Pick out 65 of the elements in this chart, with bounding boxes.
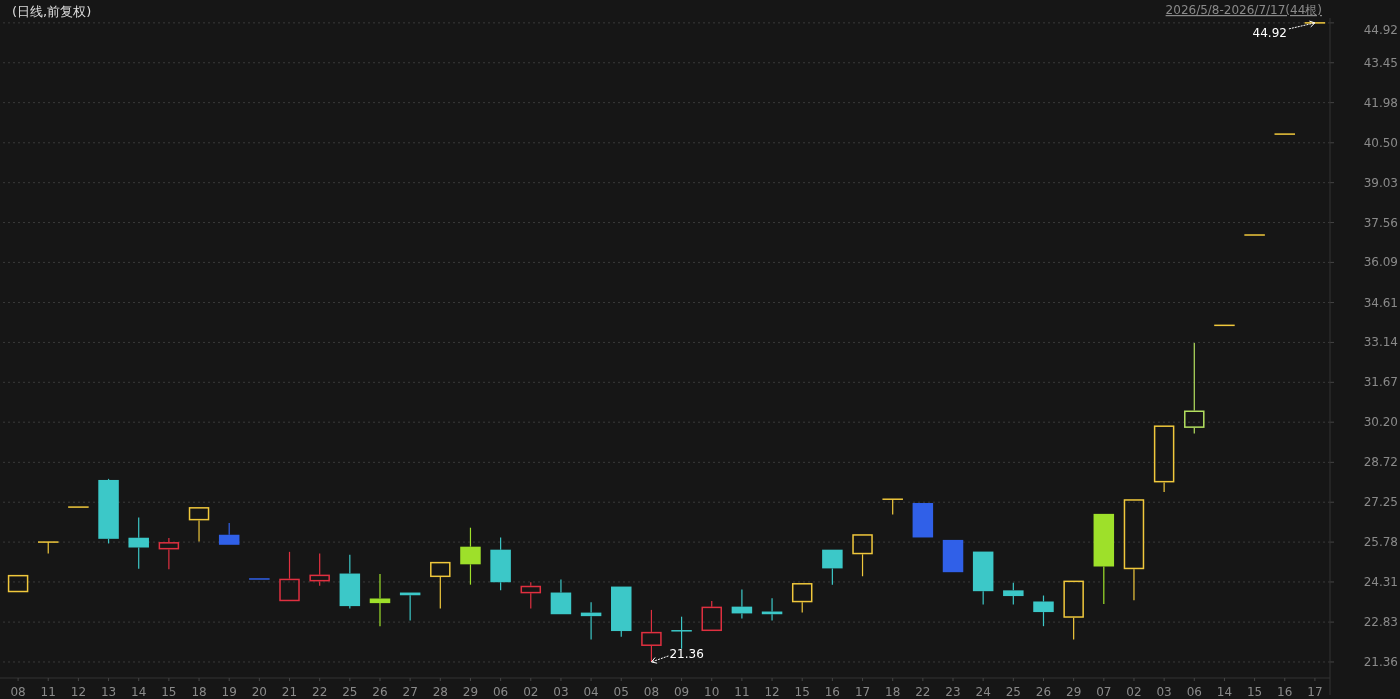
x-tick-label: 25 bbox=[342, 685, 358, 699]
x-tick-label: 17 bbox=[854, 685, 871, 699]
x-tick-label: 15 bbox=[161, 685, 177, 699]
y-tick-label: 41.98 bbox=[1363, 95, 1398, 110]
x-tick-label: 05 bbox=[613, 685, 629, 699]
x-tick-label: 26 bbox=[1035, 685, 1052, 699]
x-tick-label: 08 bbox=[643, 685, 660, 699]
x-tick-label: 16 bbox=[1277, 685, 1293, 699]
x-tick-label: 06 bbox=[492, 685, 509, 699]
x-tick-label: 15 bbox=[794, 685, 810, 699]
x-tick-label: 02 bbox=[1126, 685, 1142, 699]
x-tick-label: 11 bbox=[734, 685, 750, 699]
x-tick-label: 18 bbox=[885, 685, 901, 699]
y-tick-label: 33.14 bbox=[1363, 335, 1398, 350]
x-tick-label: 22 bbox=[312, 685, 328, 699]
y-tick-label: 39.03 bbox=[1363, 175, 1398, 190]
x-tick-label: 09 bbox=[673, 685, 690, 699]
y-tick-label: 30.20 bbox=[1363, 415, 1398, 430]
y-tick-label: 28.72 bbox=[1363, 455, 1398, 470]
y-tick-label: 37.56 bbox=[1363, 215, 1398, 230]
y-tick-label: 36.09 bbox=[1363, 255, 1398, 270]
x-tick-label: 15 bbox=[1246, 685, 1263, 699]
y-tick-label: 25.78 bbox=[1363, 535, 1398, 550]
y-tick-label: 22.83 bbox=[1363, 615, 1398, 630]
x-tick-label: 24 bbox=[975, 685, 991, 699]
x-tick-label: 16 bbox=[824, 685, 841, 699]
x-tick-label: 04 bbox=[583, 685, 599, 699]
y-tick-label: 40.50 bbox=[1363, 135, 1398, 150]
x-tick-label: 21 bbox=[281, 685, 298, 699]
y-tick-label: 34.61 bbox=[1363, 295, 1398, 310]
x-tick-label: 03 bbox=[553, 685, 569, 699]
x-tick-label: 13 bbox=[100, 685, 117, 699]
x-tick-label: 02 bbox=[523, 685, 539, 699]
x-tick-label: 10 bbox=[704, 685, 720, 699]
y-tick-label: 21.36 bbox=[1363, 654, 1398, 669]
chart-title: (日线,前复权) bbox=[12, 4, 92, 19]
x-tick-label: 23 bbox=[945, 685, 961, 699]
annotation: 44.92 bbox=[1252, 25, 1287, 40]
x-tick-label: 22 bbox=[915, 685, 931, 699]
x-tick-label: 27 bbox=[402, 685, 418, 699]
x-tick-label: 14 bbox=[131, 685, 147, 699]
y-tick-label: 43.45 bbox=[1363, 55, 1398, 70]
x-tick-label: 12 bbox=[764, 685, 780, 699]
x-tick-label: 11 bbox=[40, 685, 56, 699]
x-tick-label: 29 bbox=[462, 685, 479, 699]
x-tick-label: 25 bbox=[1005, 685, 1021, 699]
x-tick-label: 19 bbox=[221, 685, 237, 699]
x-tick-label: 06 bbox=[1186, 685, 1202, 699]
annotation: 21.36 bbox=[669, 646, 704, 661]
text: 2026/5/8-2026/7/17(44根) bbox=[1165, 3, 1322, 17]
x-tick-label: 12 bbox=[70, 685, 87, 699]
x-tick-label: 20 bbox=[251, 685, 267, 699]
y-tick-label: 24.31 bbox=[1363, 574, 1398, 589]
x-tick-label: 14 bbox=[1216, 685, 1233, 699]
x-tick-label: 26 bbox=[372, 685, 388, 699]
x-tick-label: 29 bbox=[1066, 685, 1082, 699]
x-tick-label: 03 bbox=[1156, 685, 1172, 699]
x-tick-label: 08 bbox=[10, 685, 26, 699]
y-tick-label: 44.92 bbox=[1363, 23, 1398, 37]
y-tick-label: 27.25 bbox=[1363, 495, 1398, 510]
x-tick-label: 17 bbox=[1307, 685, 1323, 699]
x-tick-label: 28 bbox=[432, 685, 448, 699]
x-tick-label: 07 bbox=[1096, 685, 1112, 699]
x-tick-label: 18 bbox=[191, 685, 207, 699]
y-tick-label: 31.67 bbox=[1363, 375, 1398, 390]
